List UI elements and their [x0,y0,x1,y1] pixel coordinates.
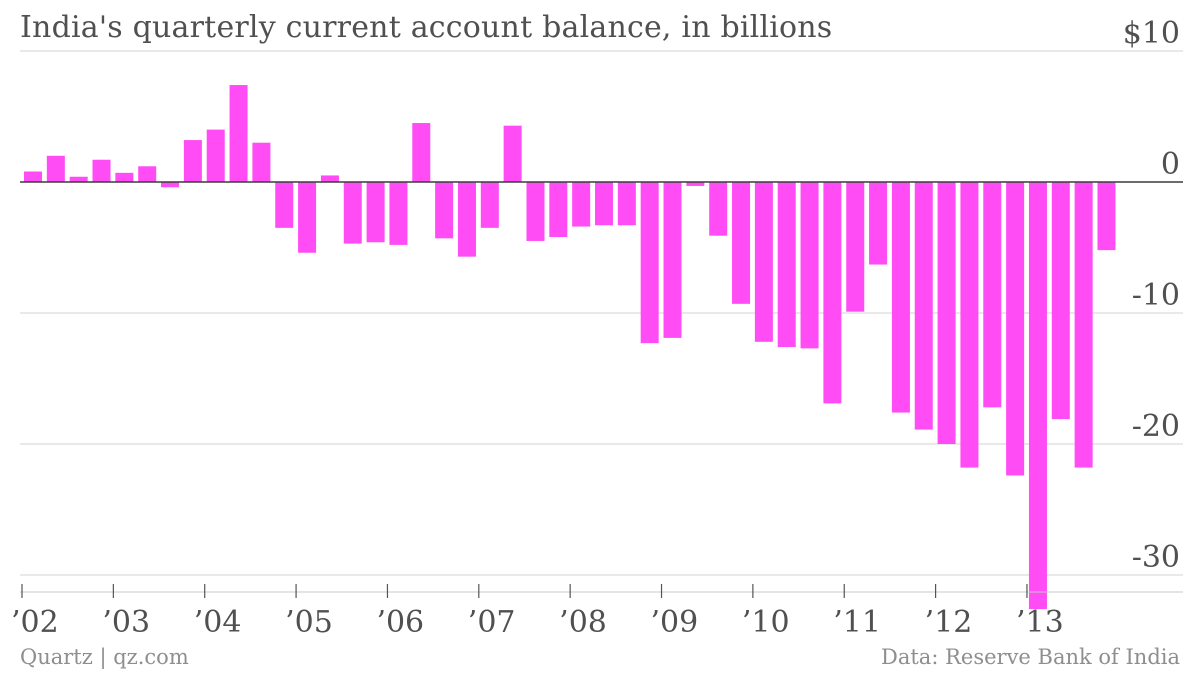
bar-2009-q1 [663,182,682,338]
y-tick-label: -30 [1132,540,1180,575]
footer-source: Data: Reserve Bank of India [881,645,1180,669]
axes: $10 0 -10 -20 -30 ’02 ’03 ’04 ’05 ’06 ’07 ’08 ’09 ’10… [11,16,1183,640]
x-tick-label: ’04 [194,605,242,640]
bar-2003-q2 [138,166,157,182]
bar-2008-q2 [595,182,613,226]
bar-2008-q1 [572,182,591,227]
bar-2005-q4 [366,182,385,243]
bar-2012-q1 [937,182,956,444]
bar-2010-q1 [754,182,773,342]
x-tick-label: ’11 [833,605,881,640]
bar-2011-q1 [846,182,865,312]
bar-2009-q2 [686,182,705,186]
x-tick-label: ’09 [651,605,699,640]
x-tick-label: ’06 [376,605,424,640]
bars [24,85,1116,610]
bar-2004-q3 [252,142,271,182]
bar-2011-q4 [914,182,933,430]
bar-2007-q3 [526,182,545,241]
bar-2013-q4 [1097,182,1116,251]
y-tick-label: -10 [1132,278,1180,313]
y-tick-label: -20 [1132,409,1180,444]
bar-2002-q1 [24,171,42,182]
bar-2010-q3 [800,182,819,349]
x-tick-label: ’02 [11,605,59,640]
chart-title: India's quarterly current account balanc… [20,10,833,45]
bar-2004-q2 [229,85,248,182]
x-tick-label: ’13 [1016,605,1064,640]
bar-2002-q3 [69,176,88,182]
bar-2003-q1 [115,172,134,182]
bar-2012-q3 [983,182,1002,408]
bar-2007-q4 [549,182,568,238]
bar-2007-q2 [503,125,522,182]
bar-2013-q1 [1028,182,1047,610]
bar-2008-q3 [617,182,636,226]
bar-2003-q3 [161,182,180,188]
bar-2006-q3 [435,182,454,239]
bar-2005-q2 [320,175,339,182]
bar-2012-q4 [1006,182,1025,476]
x-tick-label: ’07 [468,605,516,640]
x-tick-label: ’10 [742,605,790,640]
bar-2011-q2 [869,182,888,265]
bar-2005-q3 [343,182,362,244]
bar-2010-q2 [777,182,796,348]
x-tick-label: ’08 [559,605,607,640]
bar-2012-q2 [960,182,979,468]
bar-2010-q4 [823,182,842,404]
bar-2008-q4 [640,182,659,344]
bar-2013-q3 [1074,182,1093,468]
footer-credit: Quartz | qz.com [20,645,189,669]
bar-2002-q2 [46,155,65,182]
y-tick-label: 0 [1161,147,1180,182]
bar-2006-q4 [457,182,476,257]
bar-2006-q1 [389,182,408,245]
bar-2009-q4 [732,182,751,304]
y-tick-label: $10 [1123,16,1180,51]
x-tick-label: ’12 [925,605,973,640]
bar-2006-q2 [412,123,431,182]
bar-2009-q3 [709,182,728,236]
bar-2013-q2 [1051,182,1070,420]
bar-2002-q4 [92,159,111,182]
bar-2004-q4 [275,182,294,228]
bar-2003-q4 [183,140,202,182]
bar-2005-q1 [298,182,317,253]
bar-2004-q1 [206,129,225,182]
bar-2007-q1 [480,182,499,228]
x-tick-label: ’05 [285,605,333,640]
bar-2011-q3 [891,182,910,413]
x-tick-label: ’03 [102,605,150,640]
